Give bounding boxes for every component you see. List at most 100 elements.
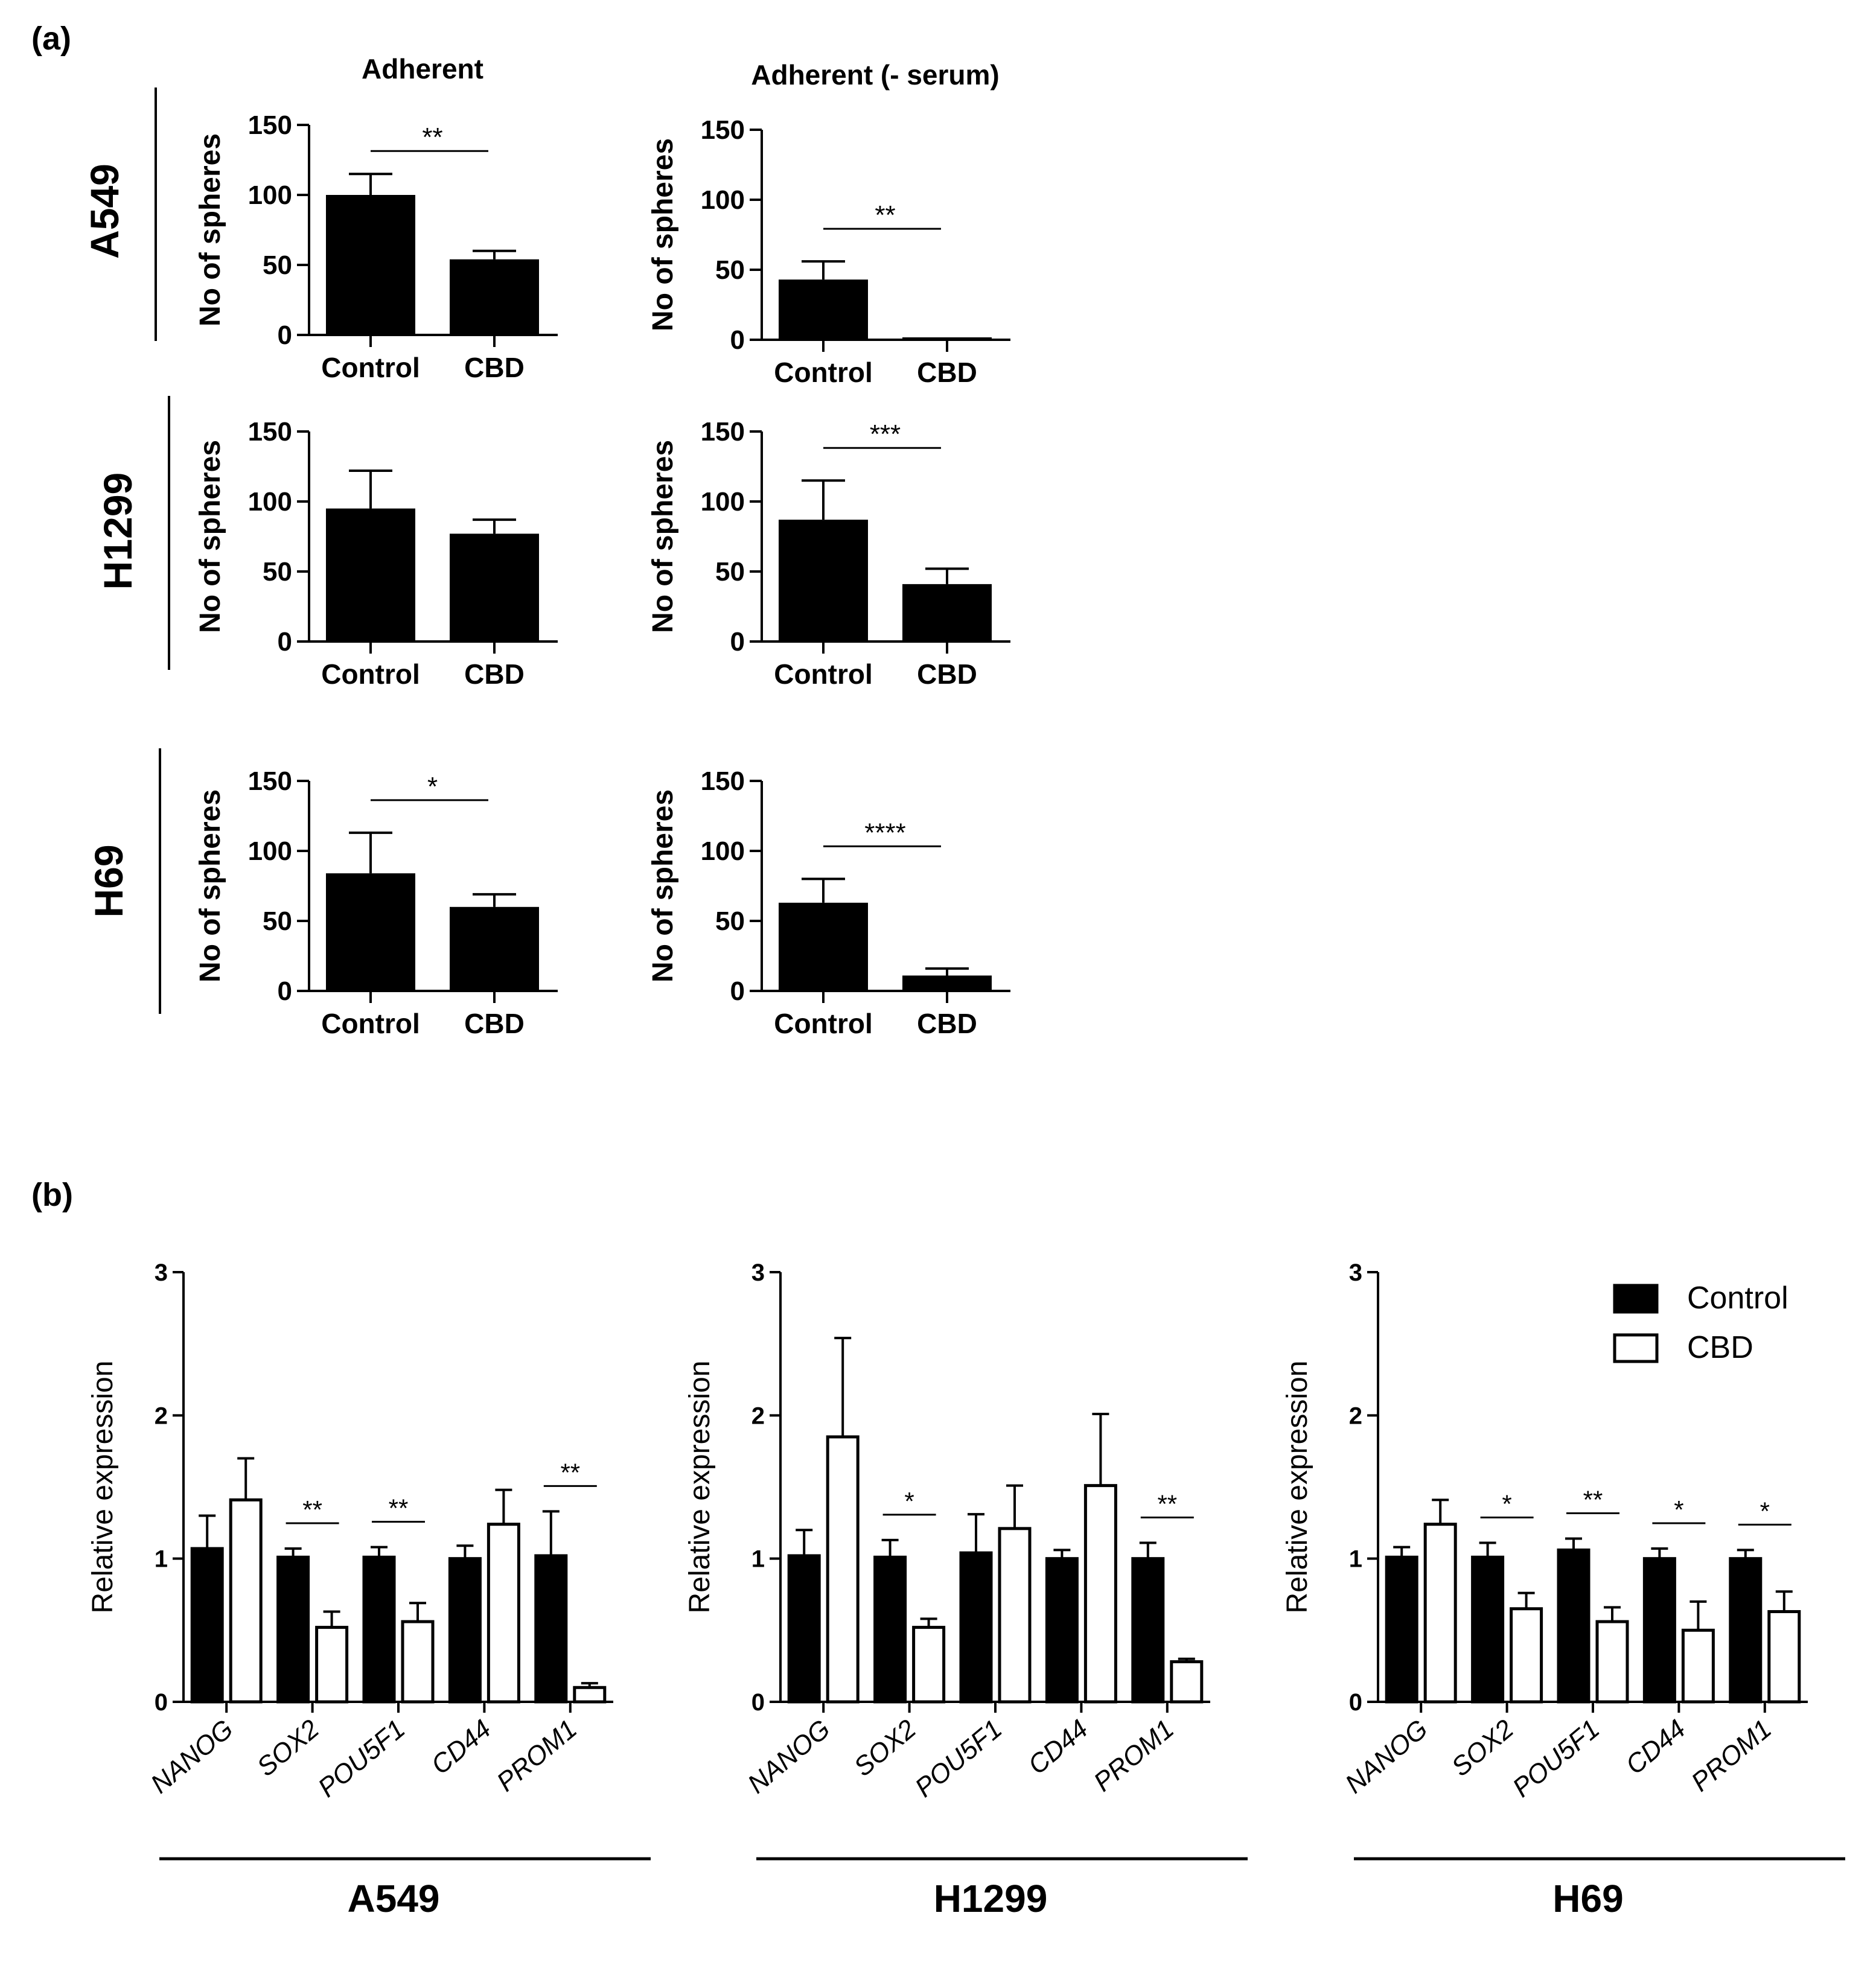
- row-label: H69: [86, 844, 131, 917]
- x-tick-label: Control: [774, 357, 873, 388]
- bar-control-pou5f1: [362, 1555, 396, 1704]
- bar-cbd: [902, 337, 992, 340]
- x-tick-label: POU5F1: [910, 1714, 1008, 1803]
- y-tick-label: 100: [701, 836, 745, 866]
- y-axis-label: No of spheres: [647, 789, 679, 982]
- x-tick-label: SOX2: [1446, 1714, 1519, 1782]
- y-tick-label: 50: [263, 557, 292, 587]
- y-tick-label: 150: [248, 417, 292, 447]
- bar-control-pou5f1: [1557, 1548, 1590, 1704]
- bar-control-prom1: [1729, 1557, 1763, 1704]
- x-tick-label: NANOG: [742, 1714, 836, 1799]
- x-tick-label: POU5F1: [313, 1714, 411, 1803]
- bar-cbd: [902, 584, 992, 642]
- bar-control-cd44: [448, 1557, 482, 1704]
- x-tick-label: CBD: [464, 352, 525, 383]
- y-axis-label: No of spheres: [194, 440, 226, 633]
- y-axis-label: Relative expression: [1281, 1361, 1313, 1614]
- group-label: A549: [348, 1877, 440, 1920]
- significance-marker: **: [422, 123, 442, 152]
- bar-control: [326, 195, 415, 335]
- y-tick-label: 3: [751, 1259, 765, 1286]
- bar-control: [326, 873, 415, 991]
- significance-marker: **: [1583, 1485, 1603, 1514]
- legend: Control CBD: [1613, 1281, 1788, 1365]
- y-tick-label: 2: [751, 1403, 765, 1429]
- significance-marker: ****: [864, 818, 906, 847]
- y-tick-label: 1: [751, 1546, 765, 1573]
- y-tick-label: 50: [263, 250, 292, 280]
- chart-a_H1299_serum: 0 50 100 150 No of spheres Control CBD ***: [647, 417, 1010, 690]
- y-tick-label: 2: [1349, 1403, 1362, 1429]
- panel-a: (a) Adherent Adherent (- serum) A549 H1299 H6…: [31, 21, 1010, 1039]
- x-tick-label: CBD: [464, 658, 525, 690]
- x-tick-label: CBD: [917, 658, 977, 690]
- bar-cbd-nanog: [826, 1435, 860, 1704]
- legend-label: CBD: [1687, 1330, 1753, 1365]
- y-tick-label: 0: [730, 976, 745, 1006]
- significance-marker: **: [560, 1458, 580, 1486]
- bar-cbd-cd44: [1681, 1628, 1715, 1704]
- group-label: H1299: [934, 1877, 1048, 1920]
- bar-cbd: [450, 906, 539, 991]
- y-tick-label: 2: [155, 1403, 168, 1429]
- bar-control-pou5f1: [959, 1551, 993, 1704]
- significance-marker: *: [904, 1487, 914, 1515]
- x-tick-label: POU5F1: [1507, 1714, 1606, 1803]
- row-label: H1299: [95, 473, 140, 590]
- significance-marker: *: [1674, 1495, 1683, 1524]
- bar-cbd-sox2: [1510, 1607, 1543, 1704]
- bar-cbd-nanog: [229, 1498, 263, 1704]
- x-tick-label: CBD: [917, 357, 977, 388]
- bar-cbd-prom1: [573, 1686, 607, 1704]
- bar-cbd: [450, 259, 539, 335]
- bar-control-prom1: [534, 1554, 568, 1704]
- x-tick-label: NANOG: [1340, 1714, 1434, 1799]
- y-axis-label: Relative expression: [87, 1361, 119, 1614]
- y-tick-label: 100: [248, 836, 292, 866]
- column-title: Adherent: [362, 53, 483, 84]
- bar-control-prom1: [1131, 1557, 1165, 1704]
- y-axis-label: No of spheres: [647, 138, 679, 331]
- x-tick-label: PROM1: [1088, 1714, 1179, 1797]
- panel-b-label: (b): [31, 1177, 73, 1213]
- y-tick-label: 0: [155, 1689, 168, 1716]
- legend-label: Control: [1687, 1281, 1788, 1316]
- x-tick-label: Control: [321, 658, 420, 690]
- bar-control-sox2: [873, 1555, 907, 1704]
- bar-control-nanog: [1385, 1555, 1418, 1704]
- y-tick-label: 150: [248, 110, 292, 140]
- bar-control-nanog: [190, 1547, 224, 1704]
- y-tick-label: 50: [263, 906, 292, 936]
- significance-marker: *: [1760, 1497, 1770, 1525]
- y-tick-label: 50: [715, 906, 745, 936]
- x-tick-label: CD44: [426, 1714, 497, 1780]
- bar-cbd-sox2: [912, 1626, 946, 1704]
- y-axis-label: No of spheres: [194, 133, 226, 326]
- y-tick-label: 50: [715, 255, 745, 285]
- chart-a_H1299_adherent: 0 50 100 150 No of spheres Control CBD: [194, 417, 558, 690]
- significance-marker: *: [427, 772, 438, 801]
- bar-control: [779, 520, 868, 642]
- significance-marker: **: [1157, 1490, 1177, 1518]
- bar-control-sox2: [1471, 1555, 1505, 1704]
- y-tick-label: 0: [730, 627, 745, 657]
- y-tick-label: 0: [278, 976, 292, 1006]
- x-tick-label: Control: [321, 1008, 420, 1039]
- bar-cbd-nanog: [1423, 1523, 1457, 1704]
- y-tick-label: 3: [155, 1259, 168, 1286]
- x-tick-label: Control: [774, 658, 873, 690]
- y-tick-label: 0: [278, 320, 292, 350]
- x-tick-label: CBD: [917, 1008, 977, 1039]
- y-tick-label: 150: [701, 115, 745, 145]
- y-tick-label: 0: [1349, 1689, 1362, 1716]
- significance-marker: **: [389, 1494, 409, 1523]
- x-tick-label: Control: [321, 352, 420, 383]
- bar-control-cd44: [1642, 1557, 1676, 1704]
- x-tick-label: NANOG: [145, 1714, 239, 1799]
- bar-control-cd44: [1045, 1557, 1079, 1704]
- y-tick-label: 0: [278, 627, 292, 657]
- bar-control: [779, 902, 868, 991]
- x-tick-label: SOX2: [849, 1714, 922, 1782]
